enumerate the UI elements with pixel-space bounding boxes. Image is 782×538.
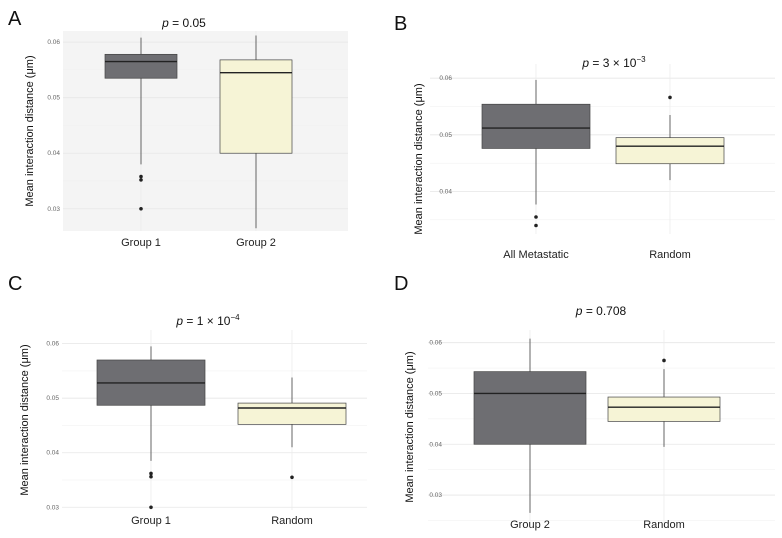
box-iqr xyxy=(473,371,587,445)
box-iqr xyxy=(607,396,721,422)
y-tick-label: 0.03 xyxy=(429,492,442,499)
y-tick-label: 0.04 xyxy=(46,450,59,457)
y-tick-label: 0.04 xyxy=(439,189,452,196)
title-text: = 1 × 10 xyxy=(183,314,231,328)
y-axis-label: Mean interaction distance (μm) xyxy=(24,55,36,206)
x-tick-label: Group 1 xyxy=(131,515,171,527)
title-p-symbol: p xyxy=(581,56,589,70)
outlier-point xyxy=(139,174,143,179)
outlier-point xyxy=(149,471,153,476)
box-group-2 xyxy=(219,35,293,229)
panel-letter: A xyxy=(8,8,22,30)
y-tick-label: 0.03 xyxy=(47,206,60,213)
box-random xyxy=(615,95,725,181)
box-iqr xyxy=(615,137,725,165)
box-group-2 xyxy=(473,338,587,513)
y-axis-label: Mean interaction distance (μm) xyxy=(19,344,31,495)
title-text: = 3 × 10 xyxy=(589,56,637,70)
outlier-point xyxy=(668,95,672,100)
outlier-point xyxy=(139,206,143,211)
panel-letter: D xyxy=(394,273,408,295)
y-tick-label: 0.06 xyxy=(47,39,60,46)
y-tick-label: 0.04 xyxy=(47,150,60,157)
panel-a: 0.06 0.05 0.04 0.03 Group 1 Group 2 A p = 0.05 M… xyxy=(8,8,348,249)
outlier-point xyxy=(149,505,153,510)
panel-title: p = 1 × 10−4 xyxy=(175,313,240,328)
box-group-1 xyxy=(96,346,206,510)
x-tick-label: Group 2 xyxy=(510,519,550,531)
title-exponent: −3 xyxy=(636,55,646,64)
box-all-metastatic xyxy=(481,79,591,228)
y-tick-label: 0.05 xyxy=(47,95,60,102)
y-tick-label: 0.05 xyxy=(439,132,452,139)
box-group-1 xyxy=(104,37,178,211)
title-p-symbol: p xyxy=(161,16,169,30)
panel-title: p = 0.05 xyxy=(161,16,206,30)
y-tick-label: 0.05 xyxy=(46,395,59,402)
y-tick-label: 0.05 xyxy=(429,390,442,397)
panel-d: 0.06 0.05 0.04 0.03 Group 2 Random Dp = 0.708 M… xyxy=(394,273,775,531)
x-tick-label: Group 1 xyxy=(121,237,161,249)
box-iqr xyxy=(104,53,178,79)
y-tick-label: 0.03 xyxy=(46,504,59,511)
y-tick-label: 0.06 xyxy=(46,341,59,348)
x-tick-label: All Metastatic xyxy=(503,249,569,261)
title-p-symbol: p xyxy=(575,304,583,318)
y-tick-label: 0.06 xyxy=(429,340,442,347)
outlier-point xyxy=(290,475,294,480)
box-iqr xyxy=(219,59,293,154)
x-tick-label: Random xyxy=(643,519,685,531)
x-tick-label: Random xyxy=(271,515,313,527)
box-random xyxy=(237,377,347,480)
panel-title: p = 0.708 xyxy=(575,304,627,318)
box-random xyxy=(607,358,721,447)
outlier-point xyxy=(662,358,666,363)
title-exponent: −4 xyxy=(230,313,240,322)
title-text: = 0.708 xyxy=(582,304,626,318)
panel-letter: B xyxy=(394,13,407,35)
x-tick-label: Group 2 xyxy=(236,237,276,249)
title-p-symbol: p xyxy=(175,314,183,328)
outlier-point xyxy=(534,215,538,219)
y-tick-label: 0.04 xyxy=(429,441,442,448)
box-iqr xyxy=(237,402,347,425)
y-axis-label: Mean interaction distance (μm) xyxy=(404,351,416,502)
outlier-point xyxy=(534,223,538,228)
title-text: = 0.05 xyxy=(169,16,206,30)
box-iqr xyxy=(481,103,591,149)
panel-b: 0.06 0.05 0.04 All Metastatic Random Bp = 3 ×… xyxy=(394,13,775,261)
panel-letter: C xyxy=(8,273,22,295)
y-tick-label: 0.06 xyxy=(439,75,452,82)
x-tick-label: Random xyxy=(649,249,691,261)
outlier-point xyxy=(139,178,143,182)
y-axis-label: Mean interaction distance (μm) xyxy=(413,83,425,234)
outlier-point xyxy=(149,474,153,479)
panel-title: p = 3 × 10−3 xyxy=(581,55,646,70)
panel-c: 0.06 0.05 0.04 0.03 Group 1 Random Cp = 1 × 10… xyxy=(8,273,367,527)
